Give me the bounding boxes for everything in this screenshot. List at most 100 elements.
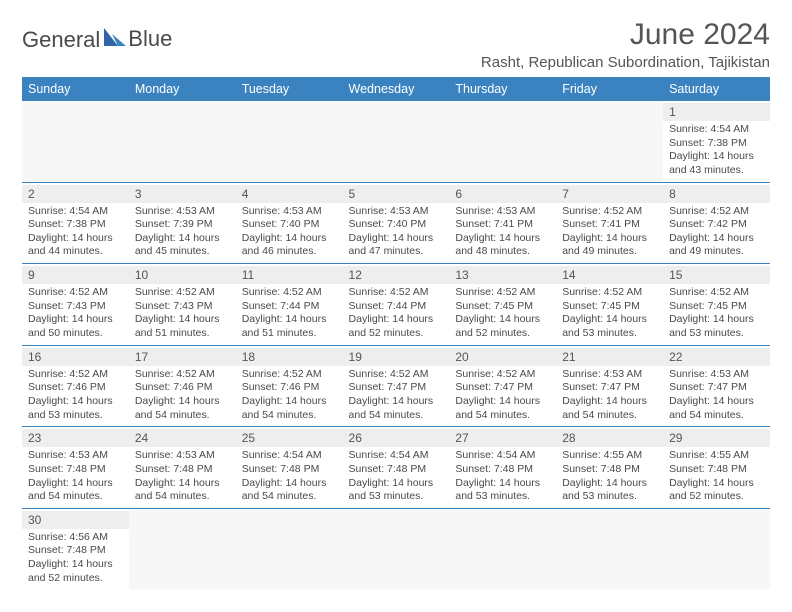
- logo-text-2: Blue: [128, 26, 172, 52]
- day-number: 7: [556, 185, 663, 203]
- calendar-cell: 1 Sunrise: 4:54 AMSunset: 7:38 PMDaylight…: [663, 101, 770, 182]
- calendar-cell: 12 Sunrise: 4:52 AMSunset: 7:44 PMDayligh…: [343, 264, 450, 346]
- day-number: 26: [343, 429, 450, 447]
- calendar-cell: 20Sunrise: 4:52 AMSunset: 7:47 PMDayligh…: [449, 345, 556, 427]
- calendar-cell: 16 Sunrise: 4:52 AMSunset: 7:46 PMDayligh…: [22, 345, 129, 427]
- calendar-cell: [343, 101, 450, 182]
- day-number: 29: [663, 429, 770, 447]
- day-info: Sunrise: 4:53 AMSunset: 7:39 PMDaylight:…: [135, 205, 230, 260]
- day-number: 28: [556, 429, 663, 447]
- calendar-cell: [343, 508, 450, 589]
- day-number: 14: [556, 266, 663, 284]
- day-info: Sunrise: 4:55 AMSunset: 7:48 PMDaylight:…: [669, 449, 764, 504]
- calendar-cell: 26Sunrise: 4:54 AMSunset: 7:48 PMDayligh…: [343, 427, 450, 509]
- calendar-cell: 28Sunrise: 4:55 AMSunset: 7:48 PMDayligh…: [556, 427, 663, 509]
- day-number: 10: [129, 266, 236, 284]
- day-info: Sunrise: 4:52 AMSunset: 7:44 PMDaylight:…: [349, 286, 444, 341]
- day-info: Sunrise: 4:53 AMSunset: 7:48 PMDaylight:…: [28, 449, 123, 504]
- weekday-header: Thursday: [449, 77, 556, 101]
- header: General Blue June 2024 Rasht, Republican…: [22, 18, 770, 71]
- sail-icon: [102, 26, 128, 54]
- calendar-table: Sunday Monday Tuesday Wednesday Thursday…: [22, 77, 770, 589]
- calendar-cell: [22, 101, 129, 182]
- day-info: Sunrise: 4:52 AMSunset: 7:43 PMDaylight:…: [135, 286, 230, 341]
- calendar-cell: [236, 508, 343, 589]
- weekday-header: Saturday: [663, 77, 770, 101]
- day-number: 24: [129, 429, 236, 447]
- calendar-cell: [236, 101, 343, 182]
- title-block: June 2024 Rasht, Republican Subordinatio…: [481, 18, 770, 71]
- calendar-row: 9 Sunrise: 4:52 AMSunset: 7:43 PMDaylight…: [22, 264, 770, 346]
- calendar-cell: [556, 508, 663, 589]
- day-number: 1: [663, 103, 770, 121]
- calendar-cell: [449, 508, 556, 589]
- calendar-cell: [556, 101, 663, 182]
- day-number: 25: [236, 429, 343, 447]
- calendar-cell: 7 Sunrise: 4:52 AMSunset: 7:41 PMDaylight…: [556, 182, 663, 264]
- calendar-cell: 2 Sunrise: 4:54 AMSunset: 7:38 PMDaylight…: [22, 182, 129, 264]
- day-info: Sunrise: 4:54 AMSunset: 7:48 PMDaylight:…: [242, 449, 337, 504]
- calendar-cell: 30Sunrise: 4:56 AMSunset: 7:48 PMDayligh…: [22, 508, 129, 589]
- calendar-cell: 6 Sunrise: 4:53 AMSunset: 7:41 PMDaylight…: [449, 182, 556, 264]
- day-info: Sunrise: 4:53 AMSunset: 7:41 PMDaylight:…: [455, 205, 550, 260]
- weekday-header: Wednesday: [343, 77, 450, 101]
- day-info: Sunrise: 4:52 AMSunset: 7:46 PMDaylight:…: [242, 368, 337, 423]
- day-number: 8: [663, 185, 770, 203]
- calendar-cell: 23Sunrise: 4:53 AMSunset: 7:48 PMDayligh…: [22, 427, 129, 509]
- calendar-cell: 25 Sunrise: 4:54 AMSunset: 7:48 PMDayligh…: [236, 427, 343, 509]
- day-number: 11: [236, 266, 343, 284]
- day-info: Sunrise: 4:52 AMSunset: 7:41 PMDaylight:…: [562, 205, 657, 260]
- day-number: 18: [236, 348, 343, 366]
- calendar-cell: 9Sunrise: 4:52 AMSunset: 7:43 PMDaylight…: [22, 264, 129, 346]
- calendar-cell: 18 Sunrise: 4:52 AMSunset: 7:46 PMDayligh…: [236, 345, 343, 427]
- page-title: June 2024: [481, 18, 770, 52]
- calendar-row: 1 Sunrise: 4:54 AMSunset: 7:38 PMDaylight…: [22, 101, 770, 182]
- day-info: Sunrise: 4:53 AMSunset: 7:47 PMDaylight:…: [562, 368, 657, 423]
- day-info: Sunrise: 4:53 AMSunset: 7:48 PMDaylight:…: [135, 449, 230, 504]
- day-info: Sunrise: 4:52 AMSunset: 7:46 PMDaylight:…: [28, 368, 123, 423]
- day-number: 21: [556, 348, 663, 366]
- logo: General Blue: [22, 26, 172, 54]
- weekday-header-row: Sunday Monday Tuesday Wednesday Thursday…: [22, 77, 770, 101]
- day-info: Sunrise: 4:54 AMSunset: 7:38 PMDaylight:…: [28, 205, 123, 260]
- calendar-row: 30Sunrise: 4:56 AMSunset: 7:48 PMDayligh…: [22, 508, 770, 589]
- day-number: 16: [22, 348, 129, 366]
- day-number: 9: [22, 266, 129, 284]
- day-info: Sunrise: 4:52 AMSunset: 7:42 PMDaylight:…: [669, 205, 764, 260]
- day-info: Sunrise: 4:54 AMSunset: 7:38 PMDaylight:…: [669, 123, 764, 178]
- day-info: Sunrise: 4:52 AMSunset: 7:44 PMDaylight:…: [242, 286, 337, 341]
- day-info: Sunrise: 4:56 AMSunset: 7:48 PMDaylight:…: [28, 531, 123, 586]
- calendar-cell: 17Sunrise: 4:52 AMSunset: 7:46 PMDayligh…: [129, 345, 236, 427]
- day-number: 3: [129, 185, 236, 203]
- calendar-cell: [449, 101, 556, 182]
- weekday-header: Tuesday: [236, 77, 343, 101]
- day-number: 6: [449, 185, 556, 203]
- calendar-row: 16 Sunrise: 4:52 AMSunset: 7:46 PMDayligh…: [22, 345, 770, 427]
- calendar-cell: 11 Sunrise: 4:52 AMSunset: 7:44 PMDayligh…: [236, 264, 343, 346]
- calendar-cell: 14 Sunrise: 4:52 AMSunset: 7:45 PMDayligh…: [556, 264, 663, 346]
- day-number: 12: [343, 266, 450, 284]
- day-number: 15: [663, 266, 770, 284]
- calendar-cell: [129, 101, 236, 182]
- calendar-cell: 5Sunrise: 4:53 AMSunset: 7:40 PMDaylight…: [343, 182, 450, 264]
- day-info: Sunrise: 4:52 AMSunset: 7:45 PMDaylight:…: [455, 286, 550, 341]
- calendar-cell: 19 Sunrise: 4:52 AMSunset: 7:47 PMDayligh…: [343, 345, 450, 427]
- calendar-row: 23Sunrise: 4:53 AMSunset: 7:48 PMDayligh…: [22, 427, 770, 509]
- day-info: Sunrise: 4:53 AMSunset: 7:40 PMDaylight:…: [242, 205, 337, 260]
- day-info: Sunrise: 4:54 AMSunset: 7:48 PMDaylight:…: [455, 449, 550, 504]
- day-info: Sunrise: 4:52 AMSunset: 7:45 PMDaylight:…: [669, 286, 764, 341]
- calendar-cell: 22Sunrise: 4:53 AMSunset: 7:47 PMDayligh…: [663, 345, 770, 427]
- calendar-cell: [129, 508, 236, 589]
- calendar-cell: 3 Sunrise: 4:53 AMSunset: 7:39 PMDaylight…: [129, 182, 236, 264]
- weekday-header: Friday: [556, 77, 663, 101]
- weekday-header: Monday: [129, 77, 236, 101]
- day-number: 2: [22, 185, 129, 203]
- day-number: 19: [343, 348, 450, 366]
- day-info: Sunrise: 4:52 AMSunset: 7:47 PMDaylight:…: [349, 368, 444, 423]
- day-number: 5: [343, 185, 450, 203]
- day-info: Sunrise: 4:52 AMSunset: 7:46 PMDaylight:…: [135, 368, 230, 423]
- day-info: Sunrise: 4:53 AMSunset: 7:47 PMDaylight:…: [669, 368, 764, 423]
- calendar-cell: 21 Sunrise: 4:53 AMSunset: 7:47 PMDayligh…: [556, 345, 663, 427]
- location-subtitle: Rasht, Republican Subordination, Tajikis…: [481, 54, 770, 71]
- day-info: Sunrise: 4:52 AMSunset: 7:45 PMDaylight:…: [562, 286, 657, 341]
